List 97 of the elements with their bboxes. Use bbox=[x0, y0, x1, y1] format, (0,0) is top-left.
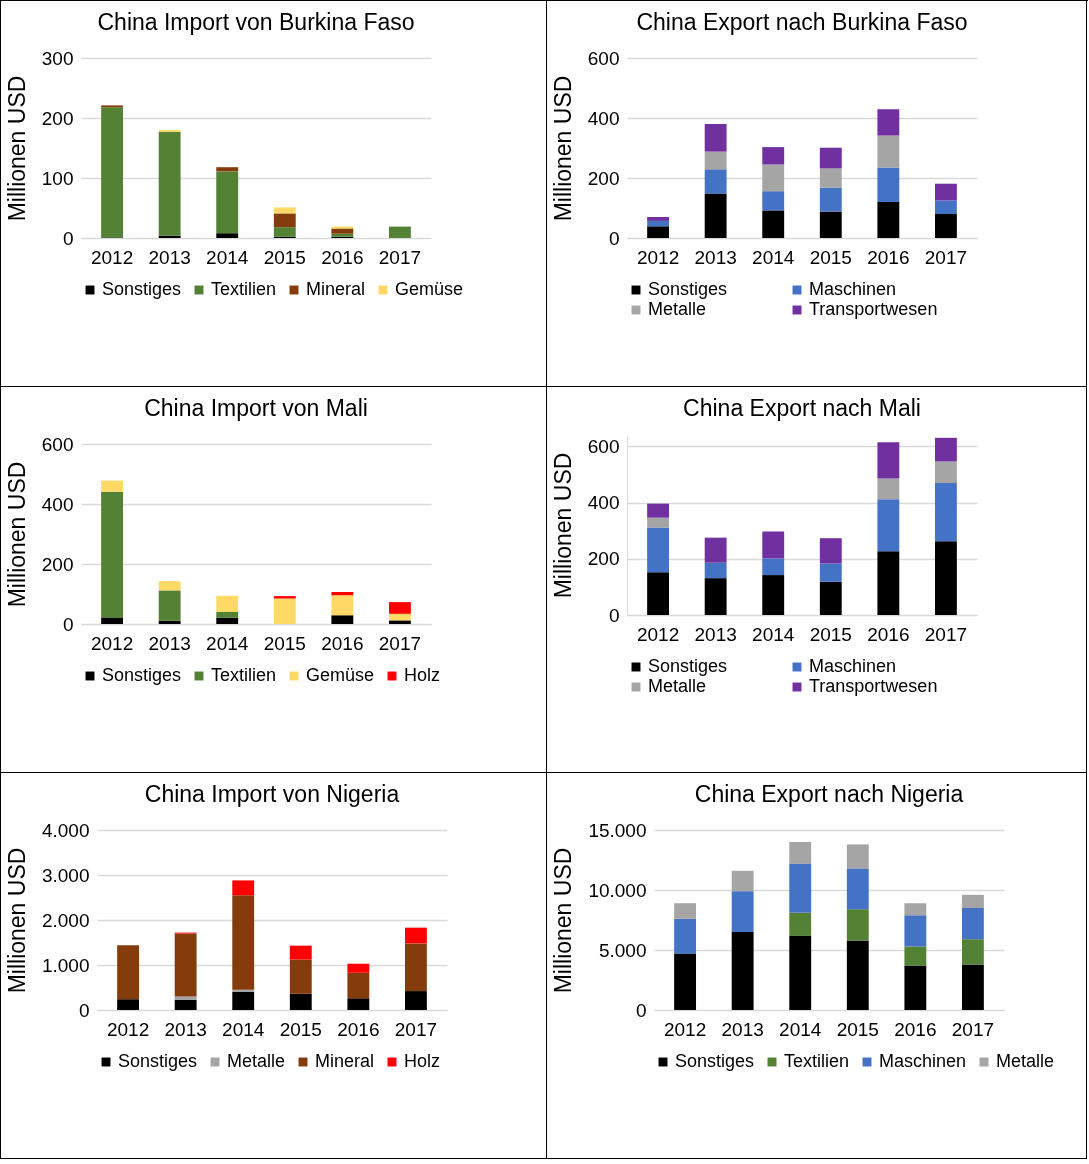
chart-title: China Export nach Nigeria bbox=[694, 781, 964, 807]
legend-label: Sonstiges bbox=[675, 1051, 755, 1071]
y-tick-label: 0 bbox=[608, 227, 620, 249]
x-tick-label: 2015 bbox=[279, 1018, 322, 1040]
y-tick-label: 0 bbox=[635, 999, 647, 1021]
legend-label: Sonstiges bbox=[102, 279, 182, 299]
x-tick-label: 2015 bbox=[809, 246, 852, 268]
legend-label: Maschinen bbox=[879, 1051, 967, 1071]
x-tick-label: 2014 bbox=[752, 623, 795, 645]
x-tick-label: 2014 bbox=[779, 1018, 822, 1040]
chart-title: China Export nach Burkina Faso bbox=[636, 9, 968, 35]
y-axis-title: Millionen USD bbox=[3, 847, 30, 994]
x-tick-label: 2013 bbox=[721, 1018, 764, 1040]
y-tick-label: 5.000 bbox=[598, 939, 647, 961]
chart-title: China Import von Burkina Faso bbox=[97, 9, 415, 35]
legend-label: Metalle bbox=[648, 676, 707, 696]
chart-title: China Import von Nigeria bbox=[144, 781, 400, 807]
y-axis-title: Millionen USD bbox=[549, 452, 576, 599]
x-tick-label: 2013 bbox=[148, 632, 191, 654]
y-axis-title: Millionen USD bbox=[550, 847, 577, 994]
legend-label: Maschinen bbox=[809, 279, 897, 299]
y-tick-label: 200 bbox=[587, 548, 620, 570]
y-axis-title: Millionen USD bbox=[3, 461, 30, 608]
x-tick-label: 2013 bbox=[694, 246, 737, 268]
x-tick-label: 2012 bbox=[636, 246, 680, 268]
x-tick-label: 2013 bbox=[164, 1018, 207, 1040]
y-tick-label: 0 bbox=[62, 613, 74, 635]
x-tick-label: 2015 bbox=[263, 246, 306, 268]
y-tick-label: 15.000 bbox=[588, 819, 647, 841]
legend-label: Textilien bbox=[211, 665, 277, 685]
y-tick-label: 100 bbox=[41, 167, 74, 189]
y-tick-label: 200 bbox=[587, 167, 620, 189]
legend-label: Textilien bbox=[784, 1051, 850, 1071]
x-tick-label: 2017 bbox=[378, 632, 422, 654]
x-tick-label: 2017 bbox=[924, 623, 968, 645]
x-tick-label: 2017 bbox=[394, 1018, 438, 1040]
legend-label: Metalle bbox=[227, 1051, 286, 1071]
x-tick-label: 2016 bbox=[321, 632, 364, 654]
x-tick-label: 2013 bbox=[148, 246, 191, 268]
x-tick-label: 2014 bbox=[206, 246, 249, 268]
y-tick-label: 0 bbox=[78, 999, 90, 1021]
x-tick-label: 2016 bbox=[867, 246, 910, 268]
legend-label: Holz bbox=[404, 665, 441, 685]
legend-label: Transportwesen bbox=[809, 299, 938, 319]
y-tick-label: 1.000 bbox=[41, 954, 90, 976]
x-tick-label: 2016 bbox=[894, 1018, 937, 1040]
x-tick-label: 2016 bbox=[337, 1018, 380, 1040]
x-tick-label: 2017 bbox=[924, 246, 968, 268]
y-tick-label: 200 bbox=[41, 107, 74, 129]
y-tick-label: 400 bbox=[587, 492, 620, 513]
y-axis-title: Millionen USD bbox=[3, 75, 30, 222]
y-tick-label: 3.000 bbox=[41, 864, 90, 886]
legend-label: Sonstiges bbox=[102, 665, 182, 685]
legend-label: Holz bbox=[404, 1051, 441, 1071]
x-tick-label: 2014 bbox=[752, 246, 795, 268]
legend-label: Transportwesen bbox=[809, 676, 938, 696]
x-tick-label: 2012 bbox=[663, 1018, 707, 1040]
y-tick-label: 4.000 bbox=[41, 819, 90, 841]
y-tick-label: 400 bbox=[41, 493, 74, 515]
chart-title: China Export nach Mali bbox=[683, 395, 921, 421]
x-tick-label: 2017 bbox=[378, 246, 422, 268]
legend-label: Gemüse bbox=[306, 665, 375, 685]
x-tick-label: 2015 bbox=[836, 1018, 879, 1040]
y-tick-label: 200 bbox=[41, 553, 74, 575]
legend-label: Metalle bbox=[996, 1051, 1055, 1071]
x-tick-label: 2012 bbox=[106, 1018, 150, 1040]
legend-label: Metalle bbox=[648, 299, 707, 319]
x-tick-label: 2013 bbox=[694, 623, 737, 645]
x-tick-label: 2012 bbox=[636, 623, 680, 645]
x-tick-label: 2012 bbox=[90, 246, 134, 268]
x-tick-label: 2016 bbox=[321, 246, 364, 268]
x-tick-label: 2014 bbox=[222, 1018, 265, 1040]
y-tick-label: 0 bbox=[608, 604, 620, 626]
legend-label: Mineral bbox=[315, 1051, 375, 1071]
y-tick-label: 10.000 bbox=[588, 879, 647, 901]
legend-label: Gemüse bbox=[395, 279, 464, 299]
x-tick-label: 2017 bbox=[951, 1018, 995, 1040]
y-axis-title: Millionen USD bbox=[549, 75, 576, 222]
y-tick-label: 300 bbox=[41, 47, 74, 69]
y-tick-label: 600 bbox=[587, 47, 620, 69]
x-tick-label: 2014 bbox=[206, 632, 249, 654]
legend-label: Sonstiges bbox=[118, 1051, 198, 1071]
x-tick-label: 2015 bbox=[809, 623, 852, 645]
x-tick-label: 2015 bbox=[263, 632, 306, 654]
legend-label: Textilien bbox=[211, 279, 277, 299]
chart-title: China Import von Mali bbox=[144, 395, 368, 421]
legend-label: Sonstiges bbox=[648, 656, 728, 676]
legend-label: Maschinen bbox=[809, 656, 897, 676]
y-tick-label: 600 bbox=[587, 435, 620, 457]
y-tick-label: 400 bbox=[587, 107, 620, 129]
legend-label: Mineral bbox=[306, 279, 366, 299]
y-tick-label: 0 bbox=[62, 227, 74, 249]
x-tick-label: 2012 bbox=[90, 632, 134, 654]
y-tick-label: 2.000 bbox=[41, 909, 90, 931]
legend-label: Sonstiges bbox=[648, 279, 728, 299]
y-tick-label: 600 bbox=[41, 433, 74, 455]
x-tick-label: 2016 bbox=[867, 623, 910, 645]
